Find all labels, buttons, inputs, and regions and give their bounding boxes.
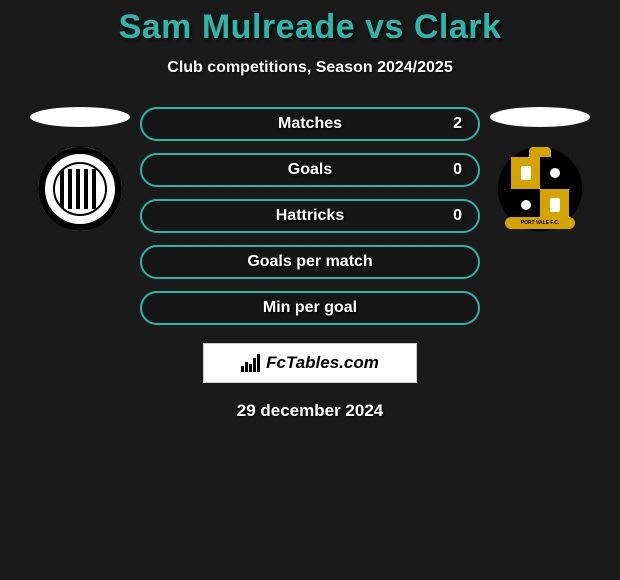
stat-label: Goals <box>288 161 332 179</box>
left-ellipse-icon <box>30 107 130 127</box>
stat-label: Matches <box>278 115 342 133</box>
page-title: Sam Mulreade vs Clark <box>0 8 620 47</box>
main-row: Matches 2 Goals 0 Hattricks 0 Goals per … <box>0 107 620 325</box>
right-team-column: PORT VALE F.C. <box>480 107 600 231</box>
right-ellipse-icon <box>490 107 590 127</box>
stat-row-hattricks: Hattricks 0 <box>140 199 480 233</box>
brand-text: FcTables.com <box>266 353 379 373</box>
stat-row-matches: Matches 2 <box>140 107 480 141</box>
stat-value: 2 <box>453 115 462 133</box>
chart-bars-icon <box>241 354 260 372</box>
left-team-crest-icon <box>38 147 122 231</box>
stat-row-min-per-goal: Min per goal <box>140 291 480 325</box>
stat-row-goals: Goals 0 <box>140 153 480 187</box>
stat-label: Hattricks <box>276 207 344 225</box>
season-subtitle: Club competitions, Season 2024/2025 <box>0 59 620 77</box>
stat-value: 0 <box>453 161 462 179</box>
left-team-column <box>20 107 140 231</box>
stat-label: Goals per match <box>247 253 372 271</box>
stat-label: Min per goal <box>263 299 357 317</box>
stats-column: Matches 2 Goals 0 Hattricks 0 Goals per … <box>140 107 480 325</box>
crest-banner-text: PORT VALE F.C. <box>505 217 575 229</box>
stat-value: 0 <box>453 207 462 225</box>
brand-attribution[interactable]: FcTables.com <box>203 343 417 383</box>
right-team-crest-icon: PORT VALE F.C. <box>498 147 582 231</box>
stat-row-goals-per-match: Goals per match <box>140 245 480 279</box>
comparison-card: Sam Mulreade vs Clark Club competitions,… <box>0 0 620 421</box>
snapshot-date: 29 december 2024 <box>0 401 620 421</box>
